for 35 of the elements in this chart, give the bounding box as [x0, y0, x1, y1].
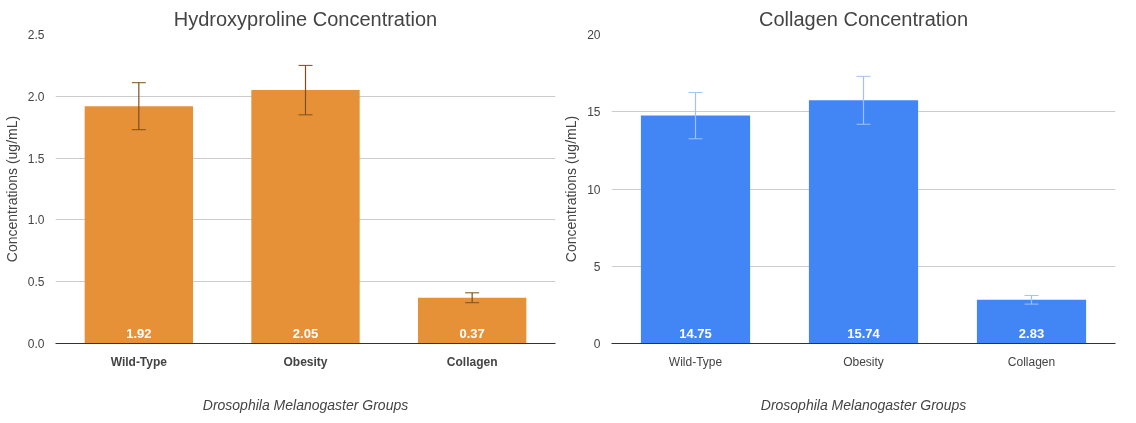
- y-tick-label: 20: [587, 28, 601, 42]
- data-label: 14.75: [679, 325, 712, 341]
- y-tick-label: 5: [593, 259, 601, 274]
- y-tick-label: 0: [593, 337, 601, 351]
- bar: [976, 299, 1087, 344]
- y-tick-label: 15: [587, 105, 601, 120]
- data-label: 2.05: [292, 325, 319, 341]
- data-label: 1.92: [126, 325, 152, 341]
- x-tick-label: Obesity: [283, 354, 328, 369]
- y-tick-label: 2.0: [27, 89, 45, 104]
- chart-title: Collagen Concentration: [758, 7, 969, 30]
- y-tick-label: 10: [587, 182, 601, 197]
- y-tick-label: 0.0: [27, 337, 45, 351]
- y-axis-title: Concentrations (ug/mL): [563, 115, 580, 263]
- x-axis-title: Drosophila Melanogaster Groups: [760, 396, 967, 413]
- bar: [251, 90, 360, 344]
- y-tick-label: 1.5: [27, 151, 45, 166]
- y-tick-label: 2.5: [27, 28, 45, 42]
- x-tick-label: Obesity: [843, 354, 884, 369]
- x-tick-label: Wild-Type: [668, 354, 723, 369]
- y-tick-label: 0.5: [27, 275, 45, 290]
- bar: [84, 106, 193, 344]
- data-label: 0.37: [459, 325, 485, 341]
- bar: [418, 297, 527, 344]
- x-tick-label: Wild-Type: [110, 354, 168, 369]
- x-tick-label: Collagen: [1007, 354, 1056, 369]
- data-label: 2.83: [1018, 325, 1045, 341]
- x-axis-title: Drosophila Melanogaster Groups: [202, 396, 409, 413]
- bar: [640, 115, 751, 344]
- chart-title: Hydroxyproline Concentration: [173, 7, 438, 30]
- y-axis-title: Concentrations (ug/mL): [3, 115, 20, 263]
- data-label: 15.74: [847, 325, 881, 341]
- y-tick-label: 1.0: [27, 213, 45, 228]
- x-tick-label: Collagen: [446, 354, 498, 369]
- bar: [808, 100, 919, 344]
